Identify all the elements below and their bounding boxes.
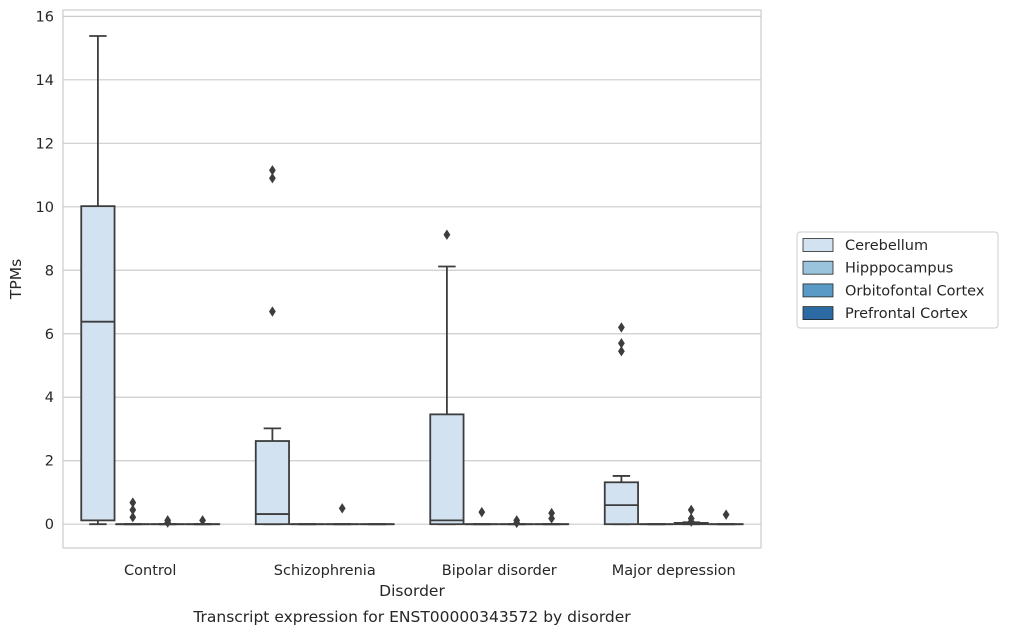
box-iqr	[603, 481, 639, 526]
y-axis-ticks: 0 2 4 6 8 10 12 14 16	[36, 9, 54, 533]
outlier-point	[164, 515, 172, 526]
legend-label: Prefrontal Cortex	[845, 306, 968, 322]
box-group	[708, 509, 744, 526]
grid-lines	[63, 15, 761, 525]
box-group	[150, 515, 186, 528]
legend-swatch	[802, 260, 834, 275]
outlier-point	[269, 165, 276, 176]
outlier-point	[618, 322, 625, 333]
x-tick-label: Schizophrenia	[274, 563, 376, 579]
y-tick-label: 2	[45, 454, 54, 470]
box-iqr	[429, 413, 465, 526]
box-group	[673, 504, 709, 527]
box-group	[499, 515, 535, 529]
outlier-point	[129, 504, 137, 516]
outlier-point	[722, 509, 730, 520]
box-iqr	[254, 440, 290, 526]
x-tick-label: Bipolar disorder	[442, 563, 557, 579]
box-iqr	[80, 205, 116, 522]
outlier-point	[269, 173, 276, 184]
box-group	[254, 165, 290, 526]
outlier-point	[618, 346, 625, 357]
outlier-point	[269, 306, 276, 317]
y-tick-label: 16	[36, 9, 54, 25]
outlier-point	[443, 229, 451, 240]
plot-area	[62, 9, 762, 549]
y-tick-label: 0	[45, 517, 54, 533]
outlier-point	[513, 515, 521, 526]
box-group	[429, 229, 465, 526]
outlier-point	[338, 503, 346, 514]
outlier-point	[618, 338, 625, 349]
y-tick-label: 12	[36, 136, 54, 152]
outlier-point	[687, 504, 695, 516]
legend: Cerebellum Hipppocampus Orbitofontal Corte…	[796, 231, 999, 329]
y-tick-label: 4	[45, 390, 54, 406]
legend-label: Hipppocampus	[845, 261, 953, 277]
outlier-point	[548, 507, 555, 519]
outlier-point	[687, 513, 695, 524]
legend-swatch	[802, 306, 834, 321]
x-tick-label: Major depression	[612, 563, 736, 579]
box-group	[80, 35, 116, 526]
x-axis-ticks: Control Schizophrenia Bipolar disorder Majo…	[124, 563, 736, 579]
box-group	[603, 322, 639, 526]
outlier-point	[129, 512, 137, 523]
outlier-point	[548, 513, 555, 524]
outlier-point	[199, 515, 206, 526]
legend-swatch	[802, 283, 834, 298]
box-group	[534, 507, 570, 526]
legend-label: Orbitofontal Cortex	[845, 283, 985, 299]
y-tick-label: 8	[45, 263, 54, 279]
legend-label: Cerebellum	[845, 238, 928, 254]
outlier-point	[129, 497, 137, 508]
box-group	[185, 515, 221, 526]
box-group	[464, 506, 500, 526]
figure-caption: Transcript expression for ENST0000034357…	[192, 608, 631, 626]
y-axis-label: TPMs	[7, 259, 25, 300]
box-group	[324, 503, 360, 526]
x-tick-label: Control	[124, 563, 176, 579]
y-tick-label: 6	[45, 327, 54, 343]
y-tick-label: 10	[36, 200, 54, 216]
y-tick-label: 14	[36, 73, 54, 89]
legend-frame	[796, 231, 999, 329]
box-group	[115, 497, 151, 526]
box-plots	[80, 35, 744, 529]
legend-items: Cerebellum Hipppocampus Orbitofontal Corte…	[802, 238, 985, 322]
legend-swatch	[802, 238, 834, 252]
outlier-point	[478, 506, 486, 518]
x-axis-label: Disorder	[379, 582, 445, 600]
